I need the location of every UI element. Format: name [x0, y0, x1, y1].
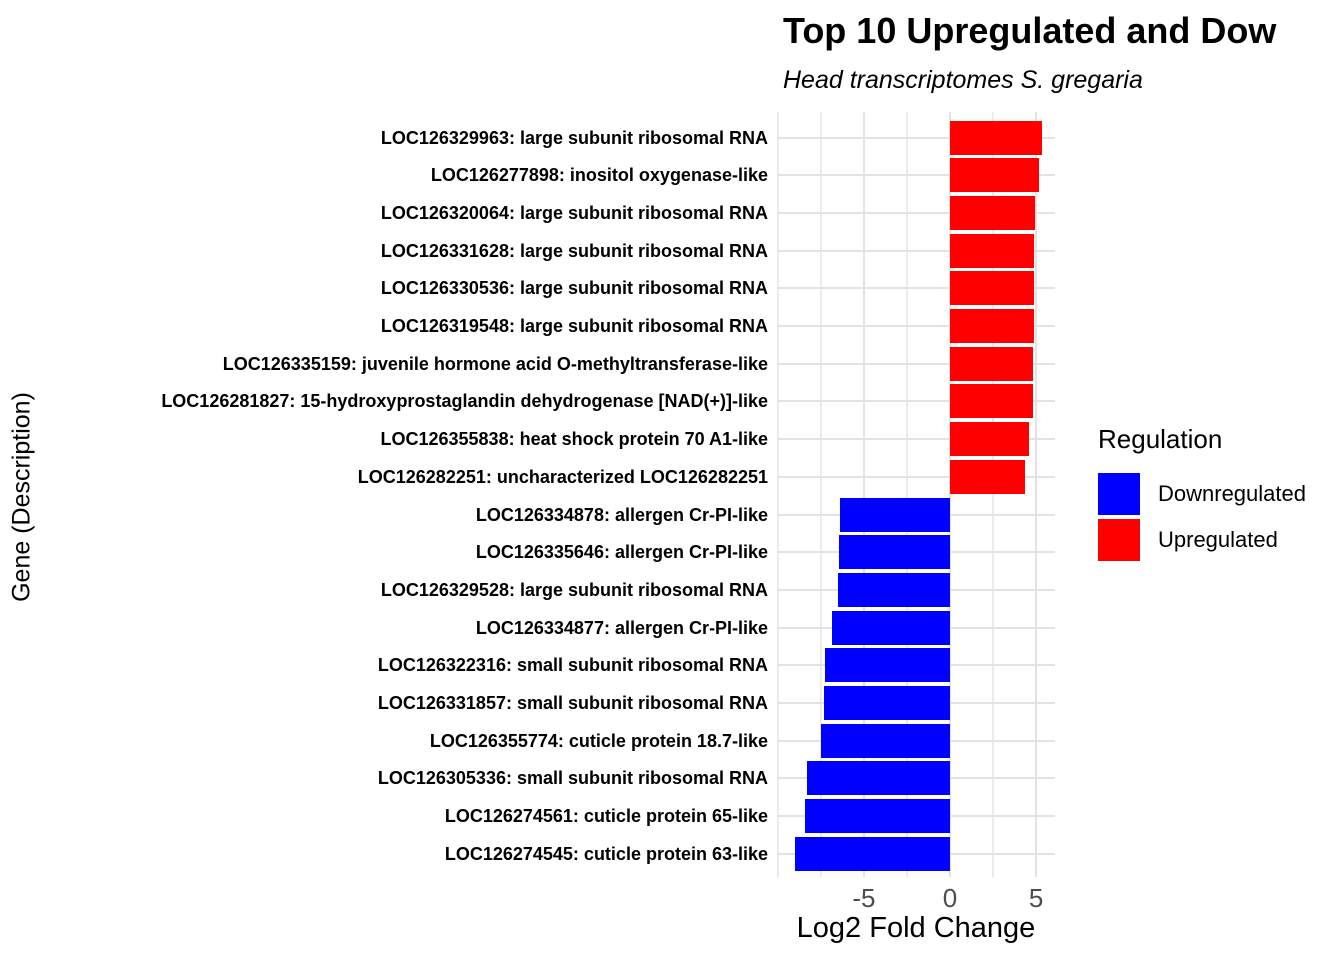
gridline-minor-vertical [906, 112, 908, 877]
y-axis-label: LOC126281827: 15-hydroxyprostaglandin de… [161, 391, 768, 412]
gridline-major-horizontal [777, 249, 1055, 252]
gridline-major-vertical [1035, 112, 1038, 877]
x-axis-tick-label: -5 [852, 883, 876, 913]
x-axis-tick-label: 5 [1028, 883, 1044, 913]
y-axis-label: LOC126335646: allergen Cr-PI-like [475, 542, 768, 563]
legend: Regulation Downregulated Upregulated [1098, 424, 1306, 565]
gridline-major-horizontal [777, 438, 1055, 441]
x-axis-tick-label: 0 [942, 883, 958, 913]
y-axis-label: LOC126305336: small subunit ribosomal RN… [377, 768, 768, 789]
y-axis-label: LOC126355774: cuticle protein 18.7-like [429, 730, 768, 751]
gridline-major-horizontal [777, 287, 1055, 290]
gridline-major-horizontal [777, 400, 1055, 403]
bar-downregulated [839, 497, 950, 532]
bar-downregulated [820, 723, 950, 758]
bar-upregulated [949, 346, 1034, 381]
bar-downregulated [838, 572, 950, 607]
y-axis-label: LOC126319548: large subunit ribosomal RN… [380, 316, 768, 336]
legend-item: Downregulated [1098, 473, 1306, 515]
y-axis-label: LOC126330536: large subunit ribosomal RN… [380, 278, 768, 299]
bar-upregulated [949, 120, 1043, 155]
y-axis-label: LOC126331857: small subunit ribosomal RN… [377, 693, 768, 713]
gridline-major-horizontal [777, 174, 1055, 177]
legend-item: Upregulated [1098, 519, 1306, 561]
legend-item-label: Upregulated [1158, 527, 1278, 552]
bar-upregulated [949, 233, 1035, 268]
legend-title: Regulation [1098, 424, 1223, 454]
bar-downregulated [805, 799, 950, 834]
bar-upregulated [949, 271, 1035, 306]
gridline-minor-vertical [992, 112, 994, 877]
y-axis-label: LOC126322316: small subunit ribosomal RN… [377, 655, 768, 676]
bar-upregulated [949, 384, 1034, 419]
plot-panel [777, 112, 1055, 877]
gridline-major-vertical [948, 112, 951, 877]
chart-title: Top 10 Upregulated and Dow [783, 10, 1277, 51]
y-axis-label: LOC126329963: large subunit ribosomal RN… [380, 127, 768, 148]
legend-swatch-downregulated [1098, 473, 1140, 515]
gridline-major-horizontal [777, 325, 1055, 327]
gridline-major-vertical [862, 112, 865, 877]
bar-upregulated [949, 309, 1035, 343]
gridline-major-horizontal [777, 136, 1055, 139]
gridline-major-horizontal [777, 211, 1055, 214]
bar-downregulated [824, 686, 950, 720]
gridline-major-horizontal [777, 362, 1055, 365]
y-axis-label: LOC126274545: cuticle protein 63-like [444, 843, 768, 864]
y-axis-label: LOC126274561: cuticle protein 65-like [444, 806, 768, 827]
bar-downregulated [825, 648, 950, 683]
bar-downregulated [832, 610, 950, 645]
legend-item-label: Downregulated [1158, 481, 1306, 506]
bar-upregulated [949, 459, 1025, 494]
chart-subtitle: Head transcriptomes S. gregaria [783, 66, 1143, 94]
gridline-minor-vertical [777, 112, 779, 877]
bar-downregulated [795, 836, 950, 871]
y-axis-label: LOC126320064: large subunit ribosomal RN… [380, 202, 768, 223]
bar-upregulated [949, 158, 1039, 193]
y-axis-label: LOC126329528: large subunit ribosomal RN… [380, 579, 768, 600]
y-axis-label: LOC126277898: inositol oxygenase-like [430, 165, 768, 186]
y-axis-label: LOC126334878: allergen Cr-PI-like [475, 504, 768, 525]
y-axis-label: LOC126282251: uncharacterized LOC1262822… [357, 466, 768, 487]
y-axis-label: LOC126331628: large subunit ribosomal RN… [380, 240, 768, 261]
bar-downregulated [807, 761, 950, 796]
gridline-minor-vertical [820, 112, 822, 877]
legend-items: Downregulated Upregulated [1098, 473, 1306, 561]
y-axis-label: LOC126334877: allergen Cr-PI-like [475, 617, 768, 638]
y-axis-label: LOC126355838: heat shock protein 70 A1-l… [380, 429, 768, 450]
gridline-major-horizontal [777, 475, 1055, 478]
bar-upregulated [949, 422, 1030, 457]
bar-upregulated [949, 195, 1036, 230]
x-axis-title: Log2 Fold Change [796, 912, 1036, 944]
y-axis-title: Gene (Description) [7, 392, 36, 602]
bar-downregulated [838, 535, 950, 570]
legend-swatch-upregulated [1098, 519, 1140, 561]
y-axis-label: LOC126335159: juvenile hormone acid O-me… [222, 353, 768, 374]
